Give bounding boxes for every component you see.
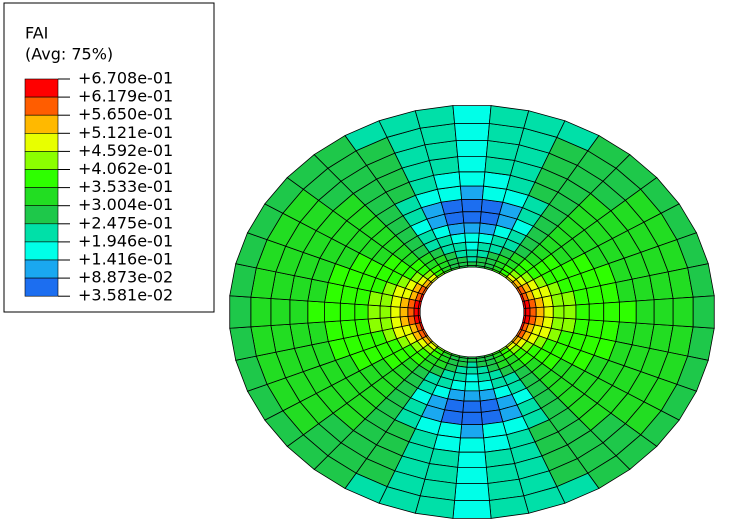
- legend-swatch: [24, 169, 59, 188]
- mesh-element: [229, 295, 252, 329]
- mesh-element: [465, 373, 479, 383]
- mesh-element: [463, 222, 481, 234]
- mesh-element: [672, 296, 694, 328]
- mesh-element: [459, 185, 485, 200]
- legend-swatch: [24, 259, 59, 279]
- mesh-element: [466, 361, 478, 368]
- mesh-element: [461, 198, 483, 213]
- mesh-element: [466, 256, 478, 263]
- legend-swatch: [24, 187, 59, 207]
- mesh-element: [390, 306, 401, 318]
- mesh-element: [399, 306, 409, 318]
- legend-swatch: [24, 205, 59, 225]
- mesh-element: [535, 306, 545, 318]
- mesh-element: [452, 500, 492, 519]
- mesh-element: [563, 304, 577, 320]
- mesh-element: [588, 302, 605, 322]
- mesh-element: [465, 249, 479, 258]
- mesh-element: [250, 296, 272, 328]
- mesh-element: [525, 307, 531, 317]
- mesh-element: [653, 298, 674, 326]
- mesh-element: [692, 295, 715, 329]
- mesh-element: [458, 437, 486, 453]
- legend-label: +5.121e-01: [78, 123, 173, 142]
- mesh-element: [454, 123, 490, 141]
- legend-swatch: [24, 96, 59, 116]
- legend-swatch: [24, 78, 59, 98]
- mesh-element: [289, 299, 309, 325]
- mesh-element: [603, 301, 620, 323]
- legend-label: +4.062e-01: [78, 159, 173, 178]
- legend-label: +4.592e-01: [78, 141, 173, 160]
- mesh-element: [455, 140, 489, 158]
- legend-label: +3.581e-02: [78, 286, 173, 305]
- mesh-element: [454, 483, 490, 501]
- mesh-element: [466, 358, 478, 363]
- mesh-element: [529, 307, 537, 317]
- legend-swatch: [24, 133, 59, 152]
- mesh-element: [543, 306, 554, 318]
- legend-label: +3.004e-01: [78, 195, 173, 214]
- legend-subtitle: (Avg: 75%): [25, 45, 113, 64]
- mesh-element: [354, 303, 369, 321]
- mesh-element: [455, 466, 489, 484]
- mesh-element: [457, 451, 487, 468]
- legend-swatch: [24, 223, 59, 243]
- mesh-element: [462, 400, 482, 413]
- mesh-element: [379, 305, 392, 319]
- legend-label: +6.179e-01: [78, 87, 173, 106]
- legend-label: +8.873e-02: [78, 268, 173, 287]
- legend-swatch: [24, 151, 59, 170]
- mesh-element: [457, 156, 487, 173]
- legend-swatch: [24, 277, 59, 297]
- mesh-element: [459, 424, 485, 439]
- legend-label: +1.946e-01: [78, 231, 173, 250]
- legend-title: FAI: [25, 24, 48, 43]
- mesh-element: [464, 381, 480, 392]
- mesh-element: [367, 304, 381, 320]
- mesh-element: [307, 300, 325, 324]
- mesh-element: [339, 302, 356, 322]
- mesh-element: [458, 171, 486, 187]
- mesh-element: [413, 307, 419, 317]
- mesh-element: [619, 300, 637, 324]
- mesh-element: [466, 261, 478, 266]
- mesh-element: [461, 411, 483, 426]
- mesh-element: [464, 232, 480, 243]
- legend: +6.708e-01+6.179e-01+5.650e-01+5.121e-01…: [24, 69, 173, 305]
- mesh-element: [324, 301, 341, 323]
- contour-plot: [229, 105, 715, 519]
- mesh-element: [465, 241, 479, 251]
- legend-label: +3.533e-01: [78, 177, 173, 196]
- mesh-element: [552, 305, 565, 319]
- mesh-element: [463, 390, 481, 402]
- mesh-element: [635, 299, 655, 325]
- legend-swatch: [24, 114, 59, 134]
- legend-label: +1.416e-01: [78, 250, 173, 269]
- legend-swatch: [24, 241, 59, 261]
- legend-label: +6.708e-01: [78, 69, 173, 88]
- mesh-element: [462, 211, 482, 224]
- legend-label: +2.475e-01: [78, 213, 173, 232]
- mesh-element: [452, 105, 492, 124]
- mesh-element: [575, 303, 590, 321]
- mesh-element: [270, 298, 291, 326]
- mesh-element: [407, 307, 415, 317]
- legend-label: +5.650e-01: [78, 105, 173, 124]
- mesh-element: [465, 366, 479, 375]
